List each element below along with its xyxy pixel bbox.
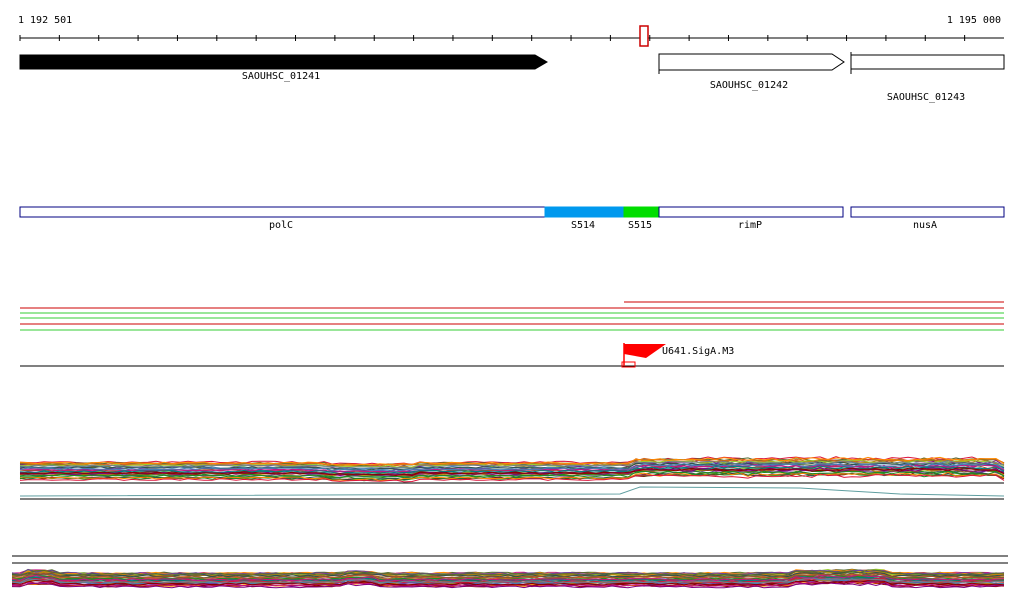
expression-line: [19, 486, 1005, 497]
expression-line: [19, 467, 1005, 477]
expression-line: [11, 572, 1005, 579]
ruler-start-label: 1 192 501: [18, 15, 72, 26]
expression-line: [11, 577, 1005, 584]
segment-label: rimP: [738, 220, 762, 231]
gene-arrow-SAOUHSC_01242[interactable]: [658, 53, 845, 71]
expression-line: [19, 460, 1005, 469]
expression-line: [19, 463, 1005, 472]
ruler-ticks: [19, 35, 966, 41]
expression-lines-2: [11, 568, 1005, 589]
expression-track-1: [19, 456, 1005, 500]
expression-line: [11, 571, 1005, 578]
expression-line: [20, 470, 1005, 480]
gene-label: SAOUHSC_01243: [887, 92, 965, 103]
expression-line: [19, 473, 1005, 483]
segment-S514[interactable]: [544, 206, 625, 218]
segment-nusA[interactable]: [850, 206, 1005, 218]
gene-box-SAOUHSC_01243[interactable]: [850, 54, 1005, 70]
promoter-site: [621, 361, 636, 368]
segment-label: polC: [269, 220, 293, 231]
gene-label: SAOUHSC_01241: [242, 71, 320, 82]
expression-line: [11, 569, 1005, 576]
promoter-track: U641.SigA.M3: [20, 343, 1004, 368]
expression-line: [19, 461, 1005, 471]
segment-label: nusA: [913, 220, 937, 231]
expression-line: [19, 463, 1005, 473]
expression-lines-1: [19, 456, 1005, 497]
marker-icon[interactable]: [639, 25, 649, 47]
segment-polC[interactable]: [19, 206, 546, 218]
expression-line: [11, 582, 1004, 589]
expression-line: [11, 574, 1005, 582]
expression-line: [11, 579, 1005, 586]
expression-line: [19, 456, 1005, 466]
line-tracks: [20, 301, 1004, 331]
segment-label: S514: [571, 220, 595, 231]
gene-track: SAOUHSC_01241 SAOUHSC_01242 SAOUHSC_0124…: [19, 52, 1005, 103]
expression-line: [19, 471, 1005, 482]
flag-icon[interactable]: [624, 344, 666, 358]
promoter-label: U641.SigA.M3: [662, 346, 734, 357]
segment-rimP[interactable]: [658, 206, 844, 218]
ruler-end-label: 1 195 000: [947, 15, 1001, 26]
gene-arrow-SAOUHSC_01241[interactable]: [19, 54, 548, 70]
segment-track: polC S514 S515 rimP nusA: [19, 206, 1005, 231]
gene-label: SAOUHSC_01242: [710, 80, 788, 91]
segment-label: S515: [628, 220, 652, 231]
expression-line: [19, 465, 1005, 475]
segment-S515[interactable]: [623, 206, 660, 218]
coordinate-ruler: 1 192 501 1 195 000: [18, 15, 1004, 47]
expression-track-2: [11, 555, 1008, 589]
